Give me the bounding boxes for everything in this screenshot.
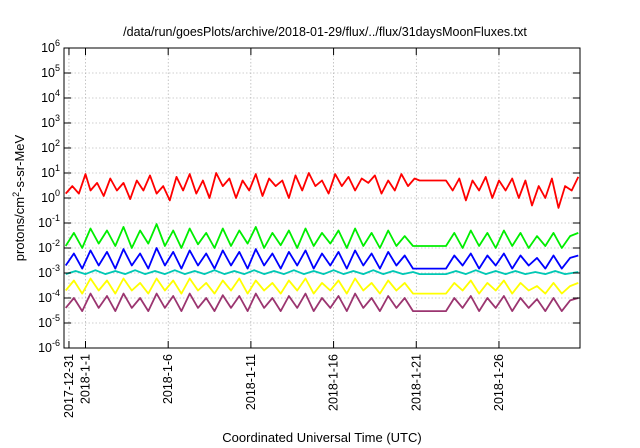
y-tick-base: 10 (41, 191, 55, 205)
y-tick-base: 10 (38, 341, 52, 355)
y-tick-label: 103 (41, 113, 60, 130)
y-tick-base: 10 (38, 266, 52, 280)
y-tick-base: 10 (38, 216, 52, 230)
series-line-4 (65, 269, 579, 275)
y-tick-label: 106 (41, 38, 60, 55)
x-tick-label: 2018-1-1 (79, 354, 93, 404)
y-tick-exp: -2 (52, 238, 60, 248)
y-tick-base: 10 (41, 166, 55, 180)
y-tick-label: 102 (41, 138, 60, 155)
y-tick-exp: -1 (52, 213, 60, 223)
x-axis-ticks: 2017-12-31 2018-1-1 2018-1-6 2018-1-11 2018-… (62, 48, 506, 418)
y-tick-label: 10-4 (38, 288, 60, 305)
y-tick-exp: 3 (55, 113, 60, 123)
y-axis-ticks: 10-610-510-410-310-210-11001011021031041… (38, 38, 580, 355)
y-tick-exp: 4 (55, 88, 60, 98)
series-line-2 (64, 223, 579, 249)
y-tick-base: 10 (38, 241, 52, 255)
y-tick-base: 10 (41, 141, 55, 155)
x-axis-label: Coordinated Universal Time (UTC) (222, 430, 421, 445)
y-tick-exp: 2 (55, 138, 60, 148)
y-tick-label: 105 (41, 63, 60, 80)
y-tick-label: 100 (41, 188, 60, 205)
y-tick-base: 10 (38, 291, 52, 305)
y-tick-exp: -6 (52, 338, 60, 348)
x-tick-label: 2018-1-26 (492, 354, 506, 411)
x-tick-label: 2018-1-6 (161, 354, 175, 404)
y-tick-label: 10-5 (38, 313, 60, 330)
y-tick-exp: -3 (52, 263, 60, 273)
y-tick-exp: 0 (55, 188, 60, 198)
y-tick-label: 104 (41, 88, 60, 105)
y-tick-base: 10 (41, 91, 55, 105)
y-tick-label: 10-1 (38, 213, 60, 230)
series-line-5 (65, 277, 579, 295)
y-tick-label: 10-3 (38, 263, 60, 280)
series-layer (64, 172, 580, 312)
y-tick-base: 10 (41, 41, 55, 55)
y-tick-label: 10-2 (38, 238, 60, 255)
y-tick-exp: 6 (55, 38, 60, 48)
y-axis-label-sup: 2 (11, 192, 21, 197)
series-line-1 (65, 172, 580, 209)
y-axis-label-suffix: -s-sr-MeV (12, 134, 27, 191)
x-tick-label: 2018-1-11 (244, 354, 258, 410)
grid-lines (64, 48, 580, 348)
y-axis-label: protons/cm2-s-sr-MeV (11, 134, 27, 261)
y-tick-base: 10 (41, 66, 55, 80)
y-tick-label: 101 (41, 163, 60, 180)
y-tick-label: 10-6 (38, 338, 60, 355)
y-tick-base: 10 (38, 316, 52, 330)
x-tick-label: 2018-1-21 (409, 354, 423, 411)
chart-title: /data/run/goesPlots/archive/2018-01-29/f… (123, 25, 527, 39)
x-tick-label: 2018-1-16 (327, 354, 341, 411)
y-tick-exp: 5 (55, 63, 60, 73)
x-tick-label: 2017-12-31 (62, 354, 76, 418)
y-axis-label-prefix: protons/cm (12, 197, 27, 261)
y-tick-exp: -4 (52, 288, 60, 298)
series-line-6 (65, 292, 579, 312)
series-line-3 (64, 247, 579, 270)
y-tick-base: 10 (41, 116, 55, 130)
y-tick-exp: 1 (55, 163, 60, 173)
y-tick-exp: -5 (52, 313, 60, 323)
